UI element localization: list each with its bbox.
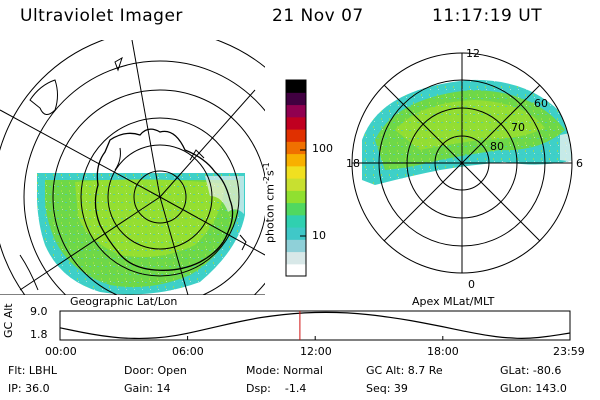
mlt-label-6: 6 bbox=[576, 157, 583, 170]
timeline-xtick-2: 12:00 bbox=[300, 345, 332, 358]
colorbar-band bbox=[286, 202, 306, 216]
mlt-label-12: 12 bbox=[466, 47, 480, 60]
colorbar-unit-label: photon cm-2s-1 bbox=[262, 162, 277, 243]
colorbar-band bbox=[286, 129, 306, 142]
mlat-label-80: 80 bbox=[490, 140, 504, 153]
status-ip: IP: 36.0 bbox=[8, 382, 50, 395]
colorbar-tick-10: 10 bbox=[312, 229, 326, 242]
mag-map-panel bbox=[351, 52, 573, 274]
colorbar-tick-100: 100 bbox=[312, 142, 333, 155]
timeline-ylabel: GC Alt bbox=[2, 303, 15, 338]
colorbar-band bbox=[286, 153, 306, 167]
colorbar-band bbox=[286, 263, 306, 277]
timeline-xtick-0: 00:00 bbox=[45, 345, 77, 358]
status-gain: Gain: 14 bbox=[124, 382, 171, 395]
colorbar-band bbox=[286, 92, 306, 106]
instrument-title: Ultraviolet Imager bbox=[20, 6, 183, 26]
continent-fragment bbox=[29, 79, 58, 115]
geo-map-panel bbox=[0, 40, 265, 295]
colorbar-band bbox=[286, 116, 306, 130]
colorbar-band bbox=[286, 178, 306, 191]
mlat-label-60: 60 bbox=[534, 97, 548, 110]
status-mode: Mode: Normal bbox=[246, 364, 323, 377]
status-seq: Seq: 39 bbox=[366, 382, 408, 395]
colorbar-band bbox=[286, 141, 306, 155]
colorbar-band bbox=[286, 165, 306, 179]
timeline-ytick-top: 9.0 bbox=[30, 305, 48, 318]
status-filter: Flt: LBHL bbox=[8, 364, 57, 377]
timeline-frame bbox=[59, 310, 571, 341]
antarctica-coastline bbox=[94, 128, 234, 271]
status-glat: GLat: -80.6 bbox=[500, 364, 562, 377]
timeline-ytick-bottom: 1.8 bbox=[30, 328, 48, 341]
colorbar-band bbox=[286, 239, 306, 253]
status-dsp: Dsp: -1.4 bbox=[246, 382, 307, 395]
mlt-label-0: 0 bbox=[468, 278, 475, 291]
colorbar-band bbox=[286, 214, 306, 228]
mlat-label-70: 70 bbox=[511, 121, 525, 134]
colorbar-band bbox=[286, 80, 306, 93]
colorbar-band bbox=[286, 190, 306, 204]
time-label: 11:17:19 UT bbox=[432, 6, 543, 26]
status-glon: GLon: 143.0 bbox=[500, 382, 567, 395]
mag-panel-caption: Apex MLat/MLT bbox=[412, 295, 495, 308]
gc-alt-series-line bbox=[59, 311, 571, 340]
mlt-label-18: 18 bbox=[346, 157, 360, 170]
timeline-chart bbox=[59, 311, 571, 340]
date-label: 21 Nov 07 bbox=[272, 6, 364, 26]
timeline-xtick-3: 18:00 bbox=[427, 345, 459, 358]
status-gc-alt: GC Alt: 8.7 Re bbox=[366, 364, 443, 377]
timeline-xtick-4: 23:59 bbox=[553, 345, 585, 358]
colorbar bbox=[286, 80, 306, 277]
colorbar-band bbox=[286, 251, 306, 265]
status-door: Door: Open bbox=[124, 364, 187, 377]
timeline-xtick-1: 06:00 bbox=[172, 345, 204, 358]
colorbar-frame bbox=[285, 79, 307, 277]
colorbar-band bbox=[286, 104, 306, 118]
geo-panel-caption: Geographic Lat/Lon bbox=[70, 295, 178, 308]
colorbar-band bbox=[286, 227, 306, 240]
